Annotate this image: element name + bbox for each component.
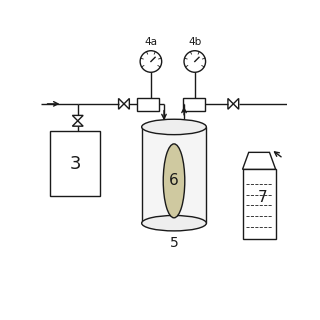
- Bar: [142, 127, 206, 223]
- Text: 4b: 4b: [188, 37, 201, 47]
- Circle shape: [140, 51, 162, 72]
- Polygon shape: [228, 99, 233, 109]
- Text: 4a: 4a: [144, 37, 157, 47]
- Ellipse shape: [142, 215, 206, 231]
- Text: 3: 3: [69, 155, 81, 172]
- Ellipse shape: [142, 119, 206, 135]
- Polygon shape: [124, 99, 129, 109]
- Circle shape: [184, 51, 205, 72]
- Bar: [183, 99, 205, 111]
- Polygon shape: [243, 152, 276, 169]
- Bar: [50, 131, 100, 196]
- Bar: [137, 99, 159, 111]
- Text: 6: 6: [169, 173, 179, 188]
- Polygon shape: [72, 121, 83, 126]
- Ellipse shape: [163, 144, 185, 218]
- Text: 5: 5: [170, 236, 178, 250]
- Polygon shape: [119, 99, 124, 109]
- Polygon shape: [233, 99, 239, 109]
- Text: 7: 7: [258, 189, 267, 204]
- Polygon shape: [72, 116, 83, 121]
- Bar: [243, 169, 276, 239]
